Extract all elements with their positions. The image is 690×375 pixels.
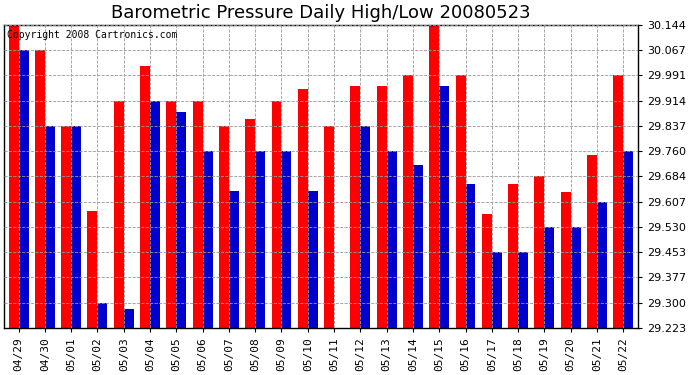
Text: Copyright 2008 Cartronics.com: Copyright 2008 Cartronics.com xyxy=(8,30,178,40)
Bar xyxy=(466,184,475,328)
Bar xyxy=(455,75,466,328)
Bar xyxy=(229,191,239,328)
Bar xyxy=(71,126,81,328)
Bar xyxy=(440,86,449,328)
Bar xyxy=(324,126,334,328)
Bar xyxy=(203,152,213,328)
Bar xyxy=(534,176,544,328)
Bar xyxy=(492,252,502,328)
Bar xyxy=(150,101,160,328)
Bar xyxy=(282,152,291,328)
Bar xyxy=(597,202,607,328)
Bar xyxy=(482,214,492,328)
Bar xyxy=(377,86,386,328)
Bar xyxy=(360,126,371,328)
Bar xyxy=(9,25,19,328)
Title: Barometric Pressure Daily High/Low 20080523: Barometric Pressure Daily High/Low 20080… xyxy=(111,4,531,22)
Bar xyxy=(255,152,265,328)
Bar xyxy=(219,126,229,328)
Bar xyxy=(613,75,623,328)
Bar xyxy=(508,184,518,328)
Bar xyxy=(114,101,124,328)
Bar xyxy=(271,101,282,328)
Bar xyxy=(429,25,440,328)
Bar xyxy=(124,309,134,328)
Bar xyxy=(140,66,150,328)
Bar xyxy=(351,86,360,328)
Bar xyxy=(623,152,633,328)
Bar xyxy=(35,51,45,328)
Bar xyxy=(193,101,203,328)
Bar xyxy=(308,191,318,328)
Bar xyxy=(561,192,571,328)
Bar xyxy=(403,75,413,328)
Bar xyxy=(88,211,97,328)
Bar xyxy=(177,112,186,328)
Bar xyxy=(544,227,554,328)
Bar xyxy=(518,252,528,328)
Bar xyxy=(245,118,255,328)
Bar xyxy=(45,126,55,328)
Bar xyxy=(386,152,397,328)
Bar xyxy=(97,303,108,328)
Bar xyxy=(61,126,71,328)
Bar xyxy=(587,155,597,328)
Bar xyxy=(413,165,423,328)
Bar xyxy=(298,89,308,328)
Bar xyxy=(571,227,581,328)
Bar xyxy=(166,101,177,328)
Bar xyxy=(19,51,28,328)
